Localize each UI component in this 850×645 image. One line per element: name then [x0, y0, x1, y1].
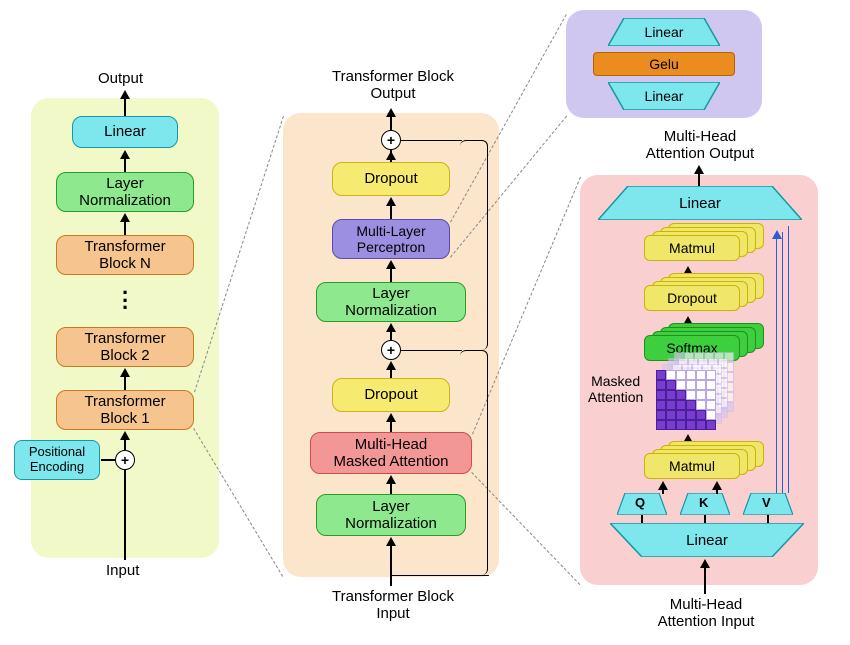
attn-masked-label: Masked Attention	[588, 373, 643, 405]
residual-path	[391, 575, 489, 576]
arrow-shaft	[390, 420, 392, 432]
arrow-shaft	[390, 204, 392, 219]
attn-matmul-top-stack: Matmul	[644, 235, 764, 275]
mlp-gelu-block: Gelu	[593, 52, 735, 76]
add-icon: +	[115, 450, 135, 470]
mlp-linear-top: Linear	[608, 18, 720, 46]
svg-text:Linear: Linear	[686, 532, 728, 549]
mid-mlp-block: Multi-Layer Perceptron	[332, 219, 450, 259]
mid-mha-block: Multi-Head Masked Attention	[310, 432, 472, 474]
arrow-shaft	[101, 459, 115, 461]
add-icon: +	[381, 130, 401, 150]
arrow-shaft	[390, 482, 392, 494]
mid-ln-1: Layer Normalization	[316, 282, 466, 322]
arrow-icon	[772, 230, 782, 239]
v-line	[776, 238, 777, 493]
arrow-shaft	[124, 157, 126, 172]
arrow-shaft	[716, 488, 718, 494]
arrow-shaft	[124, 470, 126, 560]
left-linear-block: Linear	[72, 116, 178, 148]
arrow-shaft	[698, 172, 700, 186]
left-block-1: Transformer Block 1	[56, 390, 194, 430]
arrow-shaft	[124, 375, 126, 390]
mid-dropout-2: Dropout	[332, 378, 450, 412]
mid-output-label: Transformer Block Output	[318, 68, 468, 102]
arrow-shaft	[704, 566, 706, 594]
left-ln-block: Layer Normalization	[56, 172, 194, 212]
svg-text:Linear: Linear	[645, 88, 684, 104]
add-icon: +	[381, 340, 401, 360]
arrow-shaft	[390, 330, 392, 340]
arrow-shaft	[124, 220, 126, 235]
attn-input-label: Multi-Head Attention Input	[636, 596, 776, 630]
arrow-shaft	[390, 267, 392, 282]
arrow-shaft	[390, 544, 392, 586]
residual-path	[460, 140, 488, 350]
attn-k-label: K	[699, 495, 708, 510]
v-line	[782, 232, 783, 493]
arrow-shaft	[124, 438, 126, 450]
arrow-shaft	[662, 488, 664, 494]
svg-text:Linear: Linear	[645, 24, 684, 40]
attn-linear-top: Linear	[598, 186, 802, 220]
mid-input-label: Transformer Block Input	[318, 588, 468, 622]
residual-path	[400, 350, 462, 351]
left-output-label: Output	[98, 70, 143, 87]
left-block-2: Transformer Block 2	[56, 327, 194, 367]
mid-dropout-1: Dropout	[332, 162, 450, 196]
left-input-label: Input	[106, 562, 139, 579]
arrow-icon	[386, 151, 396, 160]
arrow-shaft	[767, 515, 769, 523]
arrow-shaft	[390, 368, 392, 378]
ellipsis-icon: ···	[122, 289, 129, 312]
arrow-shaft	[704, 515, 706, 523]
attn-linear-bottom: Linear	[610, 523, 804, 557]
mlp-linear-bottom: Linear	[608, 82, 720, 110]
attn-output-label: Multi-Head Attention Output	[630, 128, 770, 162]
arrow-shaft	[641, 515, 643, 523]
residual-path	[460, 350, 488, 575]
residual-path	[400, 140, 462, 141]
attn-dropout-stack: Dropout	[644, 285, 764, 325]
v-line	[788, 226, 789, 493]
left-block-n: Transformer Block N	[56, 235, 194, 275]
attn-q-label: Q	[635, 495, 645, 510]
arrow-shaft	[390, 115, 392, 130]
svg-text:Linear: Linear	[679, 195, 721, 212]
attn-v-label: V	[762, 495, 771, 510]
mid-ln-2: Layer Normalization	[316, 494, 466, 536]
arrow-shaft	[124, 98, 126, 116]
left-positional-encoding: Positional Encoding	[14, 440, 100, 480]
